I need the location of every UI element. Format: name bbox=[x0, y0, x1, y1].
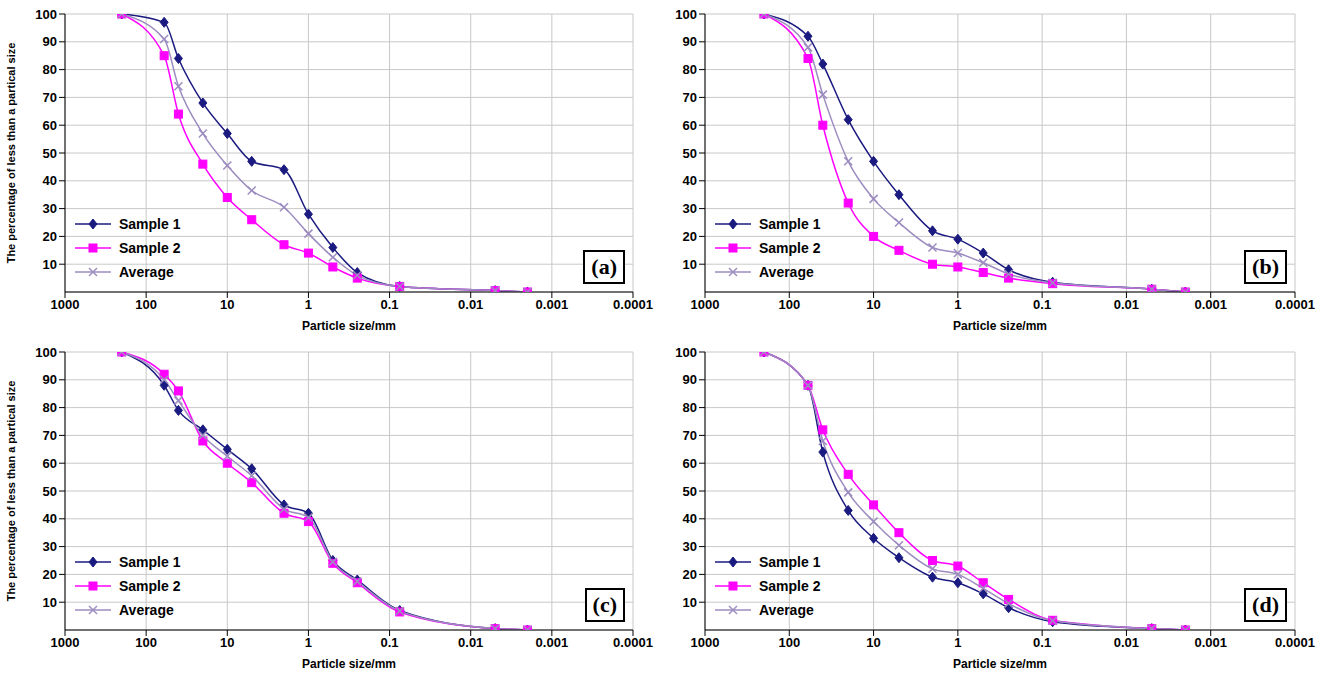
svg-text:0.01: 0.01 bbox=[458, 297, 483, 312]
svg-text:1: 1 bbox=[305, 635, 312, 650]
svg-text:100: 100 bbox=[675, 345, 697, 360]
svg-text:100: 100 bbox=[35, 345, 57, 360]
svg-text:30: 30 bbox=[683, 539, 697, 554]
svg-text:0.1: 0.1 bbox=[1033, 635, 1051, 650]
svg-text:0.0001: 0.0001 bbox=[1275, 297, 1315, 312]
svg-text:0.01: 0.01 bbox=[1114, 635, 1139, 650]
svg-text:1000: 1000 bbox=[691, 635, 720, 650]
svg-text:100: 100 bbox=[778, 635, 800, 650]
svg-text:10: 10 bbox=[220, 297, 234, 312]
svg-text:1: 1 bbox=[954, 635, 961, 650]
html-text:(b): (b) bbox=[1252, 254, 1279, 279]
svg-text:40: 40 bbox=[683, 173, 697, 188]
svg-text:1000: 1000 bbox=[691, 297, 720, 312]
svg-text:Particle size/mm: Particle size/mm bbox=[302, 319, 396, 333]
svg-text:100: 100 bbox=[135, 297, 157, 312]
html-text:Sample 1: Sample 1 bbox=[119, 216, 181, 232]
svg-text:100: 100 bbox=[35, 7, 57, 22]
svg-text:50: 50 bbox=[683, 484, 697, 499]
html-text:Sample 2: Sample 2 bbox=[759, 578, 821, 594]
svg-text:40: 40 bbox=[43, 511, 57, 526]
svg-text:50: 50 bbox=[683, 146, 697, 161]
svg-text:100: 100 bbox=[135, 635, 157, 650]
html-text:Average: Average bbox=[119, 602, 174, 618]
svg-text:30: 30 bbox=[43, 201, 57, 216]
svg-text:80: 80 bbox=[683, 400, 697, 415]
svg-text:60: 60 bbox=[683, 456, 697, 471]
svg-text:60: 60 bbox=[43, 118, 57, 133]
svg-text:40: 40 bbox=[43, 173, 57, 188]
svg-text:80: 80 bbox=[683, 62, 697, 77]
svg-text:0.01: 0.01 bbox=[1114, 297, 1139, 312]
svg-text:90: 90 bbox=[43, 372, 57, 387]
svg-text:0.001: 0.001 bbox=[536, 635, 569, 650]
svg-text:70: 70 bbox=[683, 90, 697, 105]
html-text:Sample 1: Sample 1 bbox=[119, 554, 181, 570]
svg-text:80: 80 bbox=[43, 62, 57, 77]
svg-text:80: 80 bbox=[43, 400, 57, 415]
svg-text:20: 20 bbox=[683, 229, 697, 244]
svg-text:90: 90 bbox=[43, 34, 57, 49]
svg-text:Particle size/mm: Particle size/mm bbox=[302, 657, 396, 671]
svg-text:50: 50 bbox=[43, 146, 57, 161]
svg-text:30: 30 bbox=[43, 539, 57, 554]
html-text:Average: Average bbox=[759, 602, 814, 618]
svg-text:1000: 1000 bbox=[51, 297, 80, 312]
svg-text:Particle size/mm: Particle size/mm bbox=[953, 657, 1047, 671]
svg-text:0.01: 0.01 bbox=[458, 635, 483, 650]
svg-text:0.001: 0.001 bbox=[1194, 635, 1227, 650]
svg-text:0.1: 0.1 bbox=[1033, 297, 1051, 312]
svg-text:20: 20 bbox=[43, 229, 57, 244]
html-text:(c): (c) bbox=[592, 592, 617, 617]
svg-text:100: 100 bbox=[778, 297, 800, 312]
svg-text:1: 1 bbox=[305, 297, 312, 312]
html-text:Average: Average bbox=[759, 264, 814, 280]
svg-text:90: 90 bbox=[683, 372, 697, 387]
svg-text:60: 60 bbox=[43, 456, 57, 471]
svg-text:0.0001: 0.0001 bbox=[613, 635, 653, 650]
svg-text:0.001: 0.001 bbox=[536, 297, 569, 312]
html-text:Average: Average bbox=[119, 264, 174, 280]
svg-text:0.001: 0.001 bbox=[1194, 297, 1227, 312]
svg-text:60: 60 bbox=[683, 118, 697, 133]
svg-text:40: 40 bbox=[683, 511, 697, 526]
svg-text:10: 10 bbox=[43, 595, 57, 610]
svg-text:0.0001: 0.0001 bbox=[613, 297, 653, 312]
svg-text:0.1: 0.1 bbox=[381, 635, 399, 650]
svg-text:50: 50 bbox=[43, 484, 57, 499]
svg-text:90: 90 bbox=[683, 34, 697, 49]
svg-text:10: 10 bbox=[866, 297, 880, 312]
svg-text:70: 70 bbox=[43, 90, 57, 105]
svg-text:1000: 1000 bbox=[51, 635, 80, 650]
svg-text:10: 10 bbox=[683, 595, 697, 610]
svg-text:20: 20 bbox=[43, 567, 57, 582]
svg-text:0.0001: 0.0001 bbox=[1275, 635, 1315, 650]
svg-text:20: 20 bbox=[683, 567, 697, 582]
html-text:Sample 2: Sample 2 bbox=[119, 578, 181, 594]
svg-text:70: 70 bbox=[683, 428, 697, 443]
svg-text:10: 10 bbox=[866, 635, 880, 650]
html-text:Sample 2: Sample 2 bbox=[119, 240, 181, 256]
svg-text:10: 10 bbox=[220, 635, 234, 650]
svg-text:Particle size/mm: Particle size/mm bbox=[953, 319, 1047, 333]
html-text:(a): (a) bbox=[591, 254, 617, 279]
svg-text:1: 1 bbox=[954, 297, 961, 312]
html-text:(d): (d) bbox=[1252, 592, 1279, 617]
svg-text:70: 70 bbox=[43, 428, 57, 443]
svg-text:10: 10 bbox=[683, 257, 697, 272]
svg-text:10: 10 bbox=[43, 257, 57, 272]
svg-text:0.1: 0.1 bbox=[381, 297, 399, 312]
svg-text:30: 30 bbox=[683, 201, 697, 216]
svg-text:The percentage of less than a: The percentage of less than a partical s… bbox=[5, 43, 17, 264]
html-text:Sample 2: Sample 2 bbox=[759, 240, 821, 256]
html-text:Sample 1: Sample 1 bbox=[759, 554, 821, 570]
html-text:Sample 1: Sample 1 bbox=[759, 216, 821, 232]
svg-text:100: 100 bbox=[675, 7, 697, 22]
svg-text:The percentage of less than a: The percentage of less than a partical s… bbox=[5, 381, 17, 602]
